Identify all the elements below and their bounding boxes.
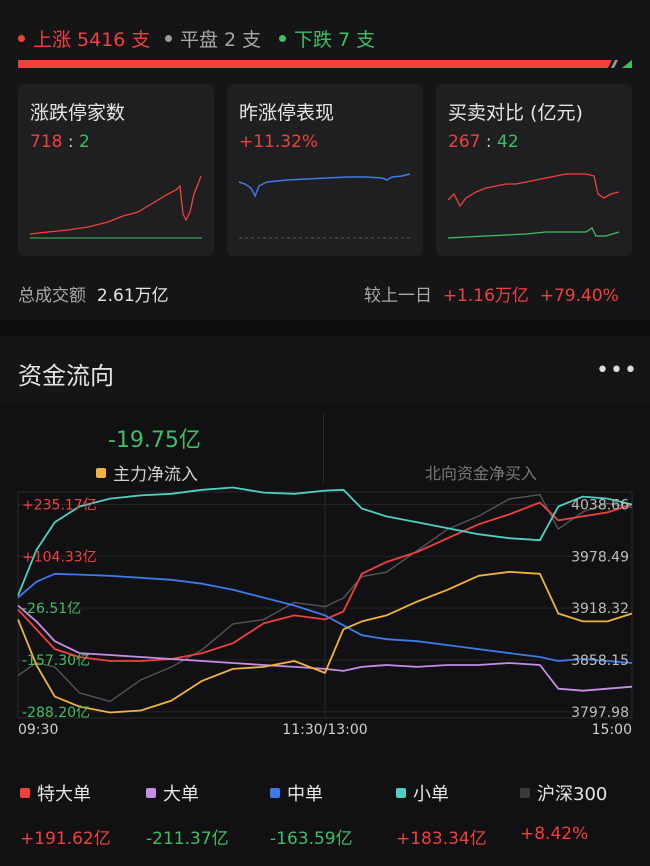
turnover-summary: 总成交额 2.61万亿 — [18, 281, 169, 306]
legend-item[interactable]: 特大单 — [20, 780, 91, 806]
series-line-小单 — [17, 486, 633, 596]
compare-label: 较上一日 — [364, 286, 432, 306]
x-tick-label: 11:30/13:00 — [282, 722, 367, 736]
capital-flow-chart[interactable]: +235.17亿 +104.33亿 -26.51亿 -157.30亿 -288.20亿 4… — [0, 486, 650, 736]
main-net-inflow-label[interactable]: 主力净流入 — [96, 460, 198, 485]
compare-pct: +79.40% — [539, 286, 619, 306]
left-axis-label: +104.33亿 — [22, 549, 97, 565]
card-title: 买卖对比 (亿元) — [448, 102, 583, 124]
left-axis-label: -288.20亿 — [22, 705, 90, 721]
compare-value: +1.16万亿 — [442, 286, 529, 306]
left-axis-label: -157.30亿 — [22, 653, 90, 669]
series-line-主力净流入 — [17, 571, 633, 714]
up-count-stat: 上涨 5416 支 — [18, 25, 150, 52]
flat-count-stat: 平盘 2 支 — [165, 25, 261, 52]
turnover-value: 2.61万亿 — [96, 286, 169, 306]
chart-series — [17, 486, 633, 714]
northbound-net-buy-label[interactable]: 北向资金净买入 — [425, 464, 538, 483]
down-count-stat: 下跌 7 支 — [279, 25, 375, 52]
legend-swatch-icon — [146, 788, 156, 798]
legend-label: 小单 — [413, 784, 449, 805]
limit-up-count: 718 — [30, 132, 63, 152]
left-axis-label: -26.51亿 — [22, 601, 81, 617]
flat-dot-icon — [165, 35, 172, 42]
right-axis-label: 3858.15 — [571, 653, 629, 669]
legend-item[interactable]: 中单 — [270, 780, 323, 806]
capital-flow-body: -19.75亿 主力净流入 北向资金净买入 +235.17亿 +104.33亿 -2… — [0, 402, 650, 866]
value-separator: : — [480, 132, 497, 152]
legend-value: +183.34亿 — [396, 829, 487, 849]
up-dot-icon — [18, 35, 25, 42]
ratio-bar-up — [18, 60, 612, 68]
compare-summary: 较上一日 +1.16万亿 +79.40% — [364, 281, 619, 306]
flat-count-label: 平盘 2 支 — [180, 29, 262, 51]
more-horizontal-icon[interactable]: ••• — [596, 358, 638, 383]
down-dot-icon — [279, 35, 286, 42]
up-count-label: 上涨 5416 支 — [33, 29, 151, 51]
right-axis-label: 3797.98 — [571, 705, 629, 721]
legend-swatch-icon — [396, 788, 406, 798]
buy-sell-sparkline — [447, 173, 620, 239]
main-inflow-swatch-icon — [96, 468, 106, 478]
legend-item[interactable]: 小单 — [396, 780, 449, 806]
legend-value: +8.42% — [520, 824, 589, 844]
legend-value: -163.59亿 — [270, 829, 353, 849]
legend-item[interactable]: 大单 — [146, 780, 199, 806]
card-title: 昨涨停表现 — [239, 102, 335, 124]
ratio-bar-down — [622, 60, 632, 68]
main-net-inflow-text: 主力净流入 — [113, 465, 198, 485]
buy-sell-card[interactable]: 买卖对比 (亿元) 267 : 42 — [436, 84, 632, 256]
legend-item[interactable]: 沪深300 — [520, 780, 607, 806]
legend-value: +191.62亿 — [20, 829, 111, 849]
value-separator: : — [62, 132, 79, 152]
prev-limit-sparkline — [238, 173, 411, 239]
legend-label: 中单 — [287, 784, 323, 805]
right-axis-label: 3918.32 — [571, 601, 629, 617]
chart-axis-labels: +235.17亿 +104.33亿 -26.51亿 -157.30亿 -288.20亿 4… — [18, 497, 632, 736]
capital-flow-panel: 资金流向 ••• -19.75亿 主力净流入 北向资金净买入 +235.17亿 +… — [0, 336, 650, 866]
legend-label: 大单 — [163, 784, 199, 805]
legend-swatch-icon — [520, 788, 530, 798]
legend-swatch-icon — [270, 788, 280, 798]
chart-grid — [17, 491, 633, 719]
card-value: 267 : 42 — [448, 132, 519, 152]
header-divider — [323, 414, 324, 484]
legend-label: 沪深300 — [537, 784, 608, 805]
right-axis-label: 4038.66 — [571, 497, 629, 513]
x-tick-label: 09:30 — [18, 722, 58, 736]
up-down-ratio-bar — [18, 60, 632, 68]
legend-label: 特大单 — [37, 784, 91, 805]
series-line-大单 — [17, 604, 633, 692]
down-count-label: 下跌 7 支 — [294, 29, 376, 51]
turnover-label: 总成交额 — [18, 286, 86, 306]
market-overview-panel: 上涨 5416 支 平盘 2 支 下跌 7 支 涨跌停家数 718 : 2 昨涨… — [0, 0, 650, 320]
main-net-inflow-value: -19.75亿 — [108, 428, 201, 453]
limit-down-count: 2 — [79, 132, 90, 152]
limit-sparkline — [29, 175, 202, 239]
sell-amount: 42 — [497, 132, 519, 152]
ratio-bar-flat — [611, 60, 618, 68]
series-line-中单 — [17, 572, 633, 664]
buy-amount: 267 — [448, 132, 481, 152]
right-axis-label: 3978.49 — [571, 549, 629, 565]
section-title: 资金流向 — [18, 362, 114, 390]
series-line-特大单 — [17, 501, 633, 662]
legend-swatch-icon — [20, 788, 30, 798]
legend-value: -211.37亿 — [146, 829, 229, 849]
x-tick-label: 15:00 — [592, 722, 632, 736]
prev-limit-up-return: +11.32% — [239, 132, 319, 152]
card-value: 718 : 2 — [30, 132, 90, 152]
card-title: 涨跌停家数 — [30, 102, 126, 124]
left-axis-label: +235.17亿 — [22, 497, 97, 513]
series-line-沪深300 — [17, 493, 633, 703]
limit-up-down-card[interactable]: 涨跌停家数 718 : 2 — [18, 84, 214, 256]
prev-limit-up-card[interactable]: 昨涨停表现 +11.32% — [227, 84, 423, 256]
